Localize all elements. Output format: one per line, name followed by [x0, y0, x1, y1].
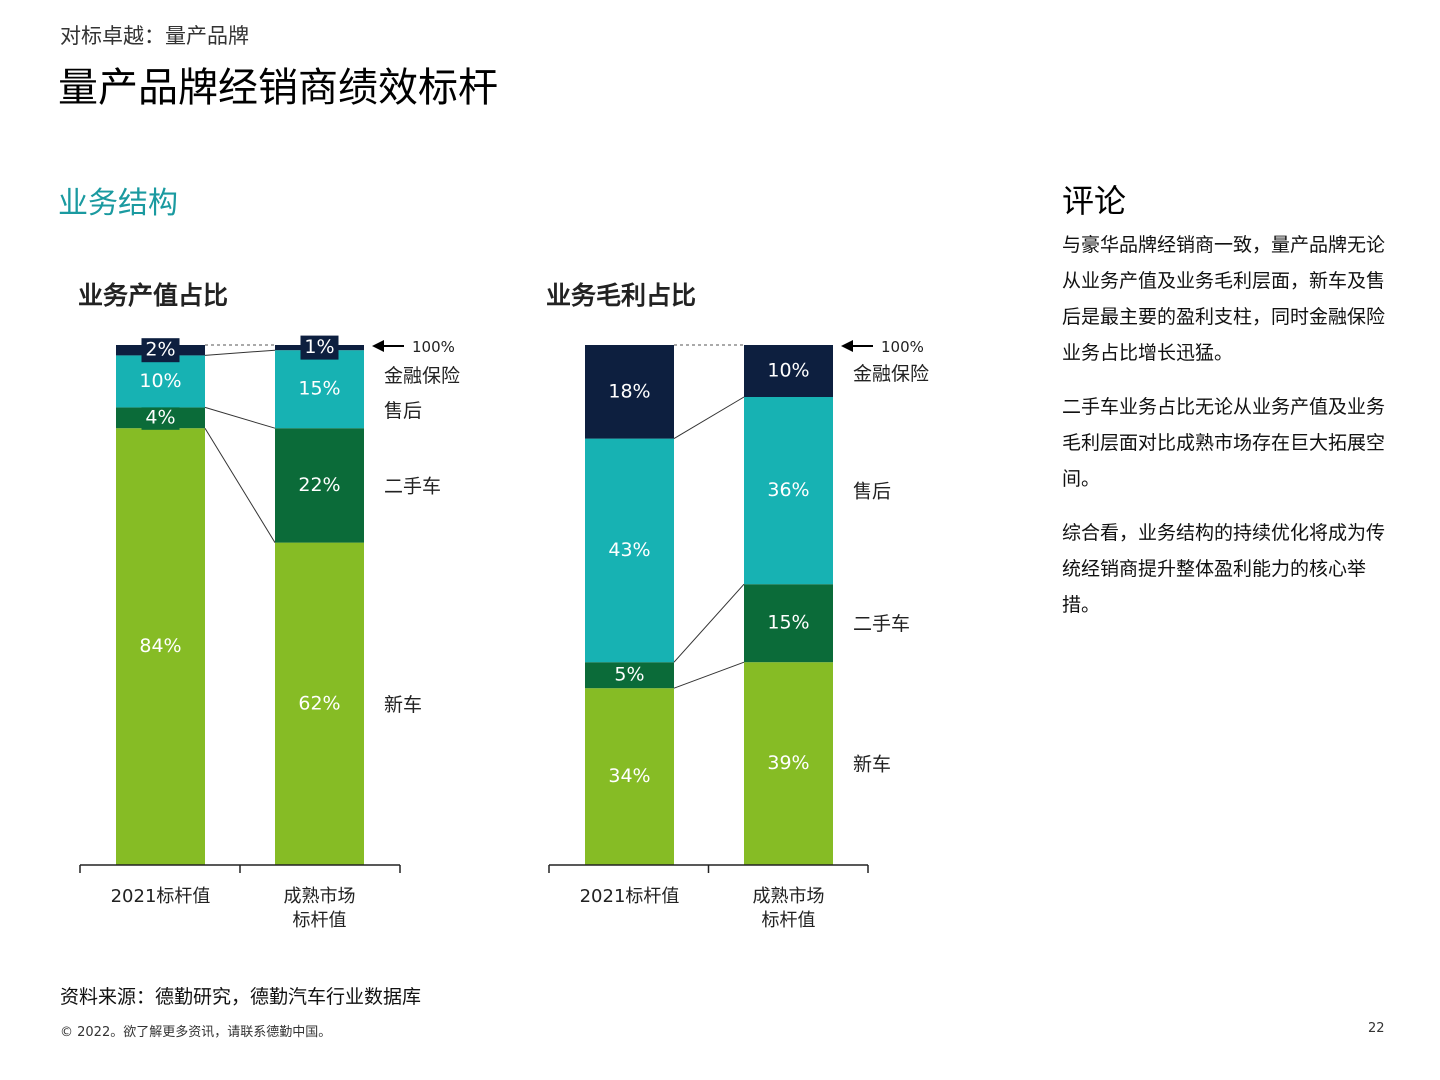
chart-title-output-share: 业务产值占比 [78, 281, 229, 310]
data-label: 15% [298, 378, 340, 400]
bar-segment-new-car [585, 688, 674, 865]
data-label: 5% [614, 664, 644, 686]
bar-segment-after-sales [275, 350, 364, 429]
legend-label-used-car: 二手车 [384, 475, 441, 497]
label-tab [141, 338, 180, 363]
connector-line [204, 406, 276, 429]
data-label: 84% [139, 635, 181, 657]
legend-label-new-car: 新车 [853, 754, 891, 776]
supertitle: 对标卓越：量产品牌 [60, 24, 249, 48]
category-label: 2021标杆值 [111, 886, 211, 907]
label-tab [300, 335, 339, 360]
page-number: 22 [1368, 1021, 1385, 1036]
bar-segment-used-car [744, 584, 833, 663]
connector-line [204, 427, 276, 543]
bar-segment-new-car [744, 662, 833, 865]
data-label: 10% [767, 360, 809, 382]
bar-segment-new-car [275, 542, 364, 865]
data-label: 2% [145, 339, 175, 361]
legend-label-after-sales: 售后 [853, 481, 891, 503]
data-label: 39% [767, 752, 809, 774]
data-label: 22% [298, 474, 340, 496]
top-marker-label: 100% [412, 338, 455, 356]
copyright-note: © 2022。欲了解更多资讯，请联系德勤中国。 [60, 1025, 332, 1040]
connector-line [673, 583, 745, 663]
bar-segment-finance-insurance [744, 345, 833, 397]
data-label: 43% [608, 539, 650, 561]
category-label: 2021标杆值 [580, 886, 680, 907]
category-label: 成熟市场标杆值 [753, 886, 825, 931]
legend-label-used-car: 二手车 [853, 613, 910, 635]
legend-label-after-sales: 售后 [384, 400, 422, 422]
top-marker-label: 100% [881, 338, 924, 356]
bar-segment-new-car [116, 428, 205, 865]
connector-line [204, 349, 276, 356]
page-title: 量产品牌经销商绩效标杆 [58, 65, 498, 111]
bar-segment-used-car [585, 662, 674, 689]
data-label: 4% [145, 406, 175, 428]
bar-segment-used-car [275, 428, 364, 543]
data-label: 15% [767, 612, 809, 634]
comment-title: 评论 [1062, 182, 1127, 220]
data-label: 1% [304, 336, 334, 358]
data-label: 10% [139, 370, 181, 392]
data-label: 36% [767, 479, 809, 501]
bar-segment-after-sales [585, 438, 674, 663]
data-label: 62% [298, 692, 340, 714]
bar-segment-after-sales [116, 355, 205, 408]
data-label: 18% [608, 380, 650, 402]
bar-segment-finance-insurance [585, 345, 674, 439]
comment-paragraph: 二手车业务占比无论从业务产值及业务毛利层面对比成熟市场存在巨大拓展空间。 [1062, 396, 1386, 490]
legend-label-finance-insurance: 金融保险 [384, 365, 460, 387]
section-title: 业务结构 [58, 186, 178, 221]
connector-line [673, 661, 745, 689]
comment-paragraph: 与豪华品牌经销商一致，量产品牌无论从业务产值及业务毛利层面，新车及售后是最主要的… [1062, 234, 1386, 364]
category-label: 成熟市场标杆值 [284, 886, 356, 931]
source-note: 资料来源：德勤研究，德勤汽车行业数据库 [60, 986, 422, 1008]
arrow-head-icon [372, 340, 384, 352]
comment-paragraph: 综合看，业务结构的持续优化将成为传统经销商提升整体盈利能力的核心举措。 [1062, 522, 1386, 616]
legend-label-new-car: 新车 [384, 694, 422, 716]
bar-segment-after-sales [744, 397, 833, 585]
connector-line [673, 396, 745, 440]
label-tab [141, 405, 180, 430]
legend-label-finance-insurance: 金融保险 [853, 363, 929, 385]
chart-title-gross-profit-share: 业务毛利占比 [546, 281, 697, 310]
arrow-head-icon [841, 340, 853, 352]
data-label: 34% [608, 765, 650, 787]
